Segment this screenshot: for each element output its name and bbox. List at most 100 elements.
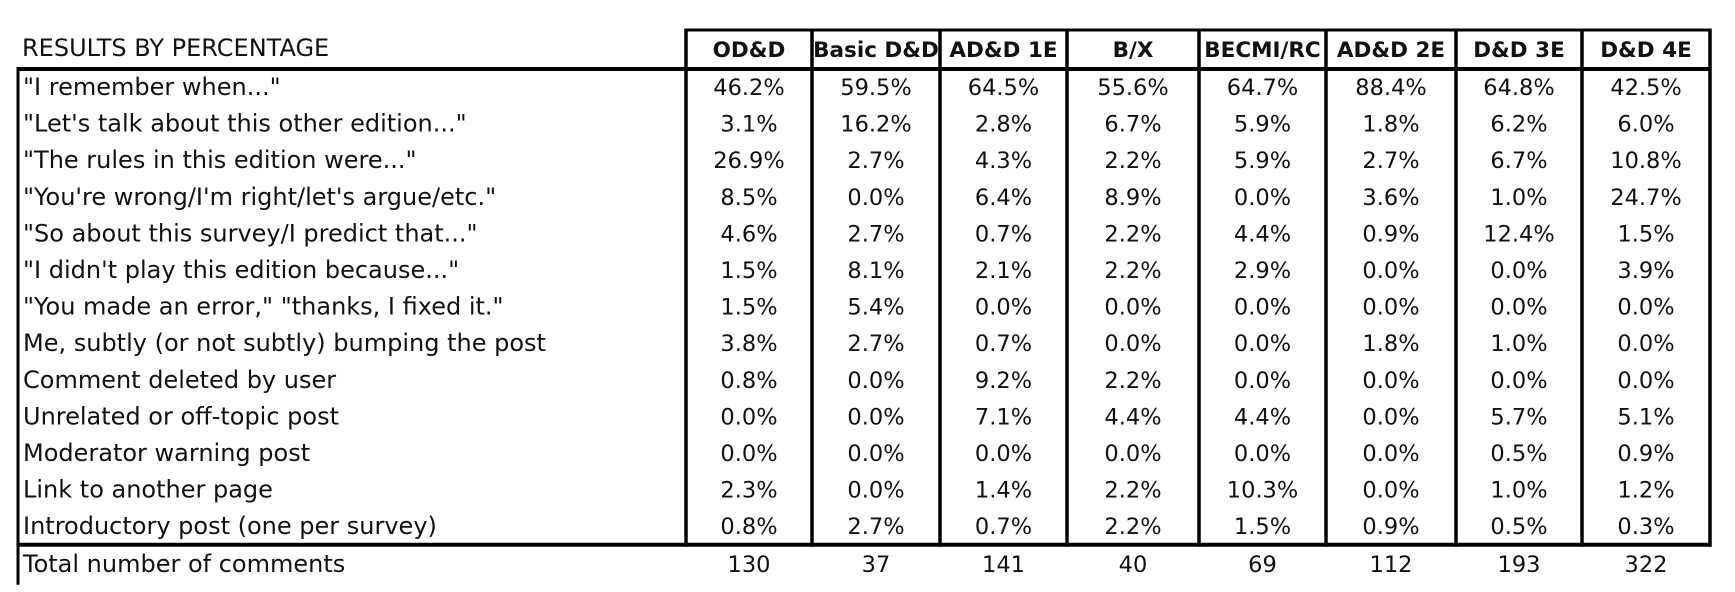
table-cell: 0.5%	[1490, 441, 1547, 467]
table-cell: 1.5%	[720, 295, 777, 321]
table-cell: 1.0%	[1490, 185, 1547, 211]
table-cell: 64.7%	[1227, 75, 1298, 101]
table-cell: 0.0%	[720, 441, 777, 467]
table-cell: 2.8%	[975, 112, 1032, 138]
table-cell: 64.8%	[1483, 75, 1554, 101]
table-cell: 5.4%	[847, 295, 904, 321]
row-label: Link to another page	[23, 476, 273, 504]
table-cell: 0.5%	[1490, 514, 1547, 540]
table-cell: 6.4%	[975, 185, 1032, 211]
row-label: "Let's talk about this other edition..."	[23, 110, 467, 138]
table-cell: 46.2%	[713, 75, 784, 101]
table-cell: 3.6%	[1362, 185, 1419, 211]
table-cell: 3.9%	[1617, 258, 1674, 284]
table-cell: 1.0%	[1490, 478, 1547, 504]
table-cell: 0.8%	[720, 514, 777, 540]
table-cell: 0.0%	[1234, 185, 1291, 211]
table-cell: 2.9%	[1234, 258, 1291, 284]
table-cell: 42.5%	[1610, 75, 1681, 101]
table-cell: 0.0%	[1617, 368, 1674, 394]
table-cell: 12.4%	[1483, 221, 1554, 247]
table-cell: 9.2%	[975, 368, 1032, 394]
table-cell: 6.2%	[1490, 112, 1547, 138]
column-header: D&D 4E	[1600, 38, 1692, 63]
row-label: Introductory post (one per survey)	[23, 512, 437, 540]
table-cell: 0.0%	[1234, 295, 1291, 321]
table-cell: 5.1%	[1617, 404, 1674, 430]
table-cell: 0.0%	[847, 185, 904, 211]
table-cell: 2.1%	[975, 258, 1032, 284]
table-grid	[16, 28, 1712, 585]
total-cell: 141	[982, 552, 1025, 578]
table-cell: 88.4%	[1355, 75, 1426, 101]
column-header: AD&D 1E	[949, 38, 1057, 63]
column-header: OD&D	[713, 38, 786, 63]
total-cell: 40	[1119, 552, 1148, 578]
table-cell: 2.7%	[847, 331, 904, 357]
row-label: "You're wrong/I'm right/let's argue/etc.…	[23, 183, 496, 211]
table-cell: 0.0%	[1490, 258, 1547, 284]
row-label: "So about this survey/I predict that..."	[23, 219, 478, 247]
table-cell: 4.4%	[1234, 404, 1291, 430]
row-label: "The rules in this edition were..."	[23, 146, 417, 174]
table-cell: 0.0%	[1104, 441, 1161, 467]
table-cell: 0.0%	[1362, 441, 1419, 467]
table-cell: 0.0%	[1362, 258, 1419, 284]
table-cell: 24.7%	[1610, 185, 1681, 211]
table-cell: 4.4%	[1234, 221, 1291, 247]
table-cell: 1.5%	[1234, 514, 1291, 540]
row-label: "You made an error," "thanks, I fixed it…	[23, 293, 504, 321]
table-cell: 0.7%	[975, 331, 1032, 357]
table-cell: 2.7%	[847, 514, 904, 540]
column-header: D&D 3E	[1473, 38, 1565, 63]
table-cell: 55.6%	[1097, 75, 1168, 101]
table-cell: 0.0%	[1234, 368, 1291, 394]
table-cell: 0.0%	[1234, 441, 1291, 467]
table-cell: 0.8%	[720, 368, 777, 394]
table-cell: 4.4%	[1104, 404, 1161, 430]
table-cell: 2.2%	[1104, 478, 1161, 504]
table-cell: 6.7%	[1104, 112, 1161, 138]
table-cell: 0.0%	[1490, 295, 1547, 321]
table-cell: 8.9%	[1104, 185, 1161, 211]
table-cell: 0.9%	[1362, 221, 1419, 247]
table-cell: 2.2%	[1104, 514, 1161, 540]
table-cell: 10.3%	[1227, 478, 1298, 504]
table-cell: 2.7%	[847, 221, 904, 247]
table-cell: 0.0%	[847, 404, 904, 430]
table-cell: 10.8%	[1610, 148, 1681, 174]
table-cell: 0.0%	[1362, 295, 1419, 321]
table-cell: 0.0%	[847, 478, 904, 504]
table-cell: 0.0%	[1617, 295, 1674, 321]
table-cell: 3.8%	[720, 331, 777, 357]
table-cell: 0.0%	[720, 404, 777, 430]
table-cell: 2.2%	[1104, 368, 1161, 394]
table-cell: 64.5%	[968, 75, 1039, 101]
table-cell: 0.9%	[1617, 441, 1674, 467]
table-cell: 2.2%	[1104, 221, 1161, 247]
table-cell: 8.1%	[847, 258, 904, 284]
table-cell: 0.9%	[1362, 514, 1419, 540]
table-cell: 0.0%	[847, 441, 904, 467]
table-cell: 0.0%	[1362, 404, 1419, 430]
total-row-label: Total number of comments	[22, 550, 345, 578]
table-cell: 0.7%	[975, 221, 1032, 247]
table-cell: 0.0%	[1617, 331, 1674, 357]
table-cell: 1.8%	[1362, 331, 1419, 357]
column-header: Basic D&D	[813, 38, 939, 63]
table-cell: 5.9%	[1234, 148, 1291, 174]
table-cell: 0.3%	[1617, 514, 1674, 540]
row-label: "I remember when..."	[23, 73, 281, 101]
total-cell: 112	[1370, 552, 1413, 578]
table-cell: 0.0%	[975, 441, 1032, 467]
table-cell: 59.5%	[840, 75, 911, 101]
table-cell: 2.7%	[1362, 148, 1419, 174]
table-cell: 5.7%	[1490, 404, 1547, 430]
row-label: "I didn't play this edition because..."	[23, 256, 459, 284]
table-cell: 6.7%	[1490, 148, 1547, 174]
table-cell: 6.0%	[1617, 112, 1674, 138]
table-cell: 0.0%	[1104, 331, 1161, 357]
total-cell: 130	[728, 552, 771, 578]
table-cell: 4.3%	[975, 148, 1032, 174]
table-cell: 0.0%	[975, 295, 1032, 321]
